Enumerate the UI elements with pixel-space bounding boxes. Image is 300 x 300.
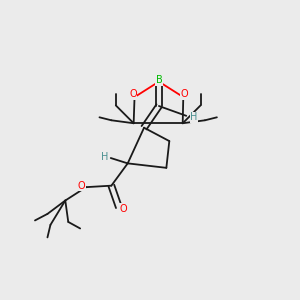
Text: H: H [101,152,109,161]
Text: O: O [119,204,127,214]
Text: O: O [78,181,86,191]
Text: O: O [181,89,189,99]
Text: B: B [155,75,162,85]
Text: H: H [190,112,197,122]
Text: O: O [129,89,137,99]
